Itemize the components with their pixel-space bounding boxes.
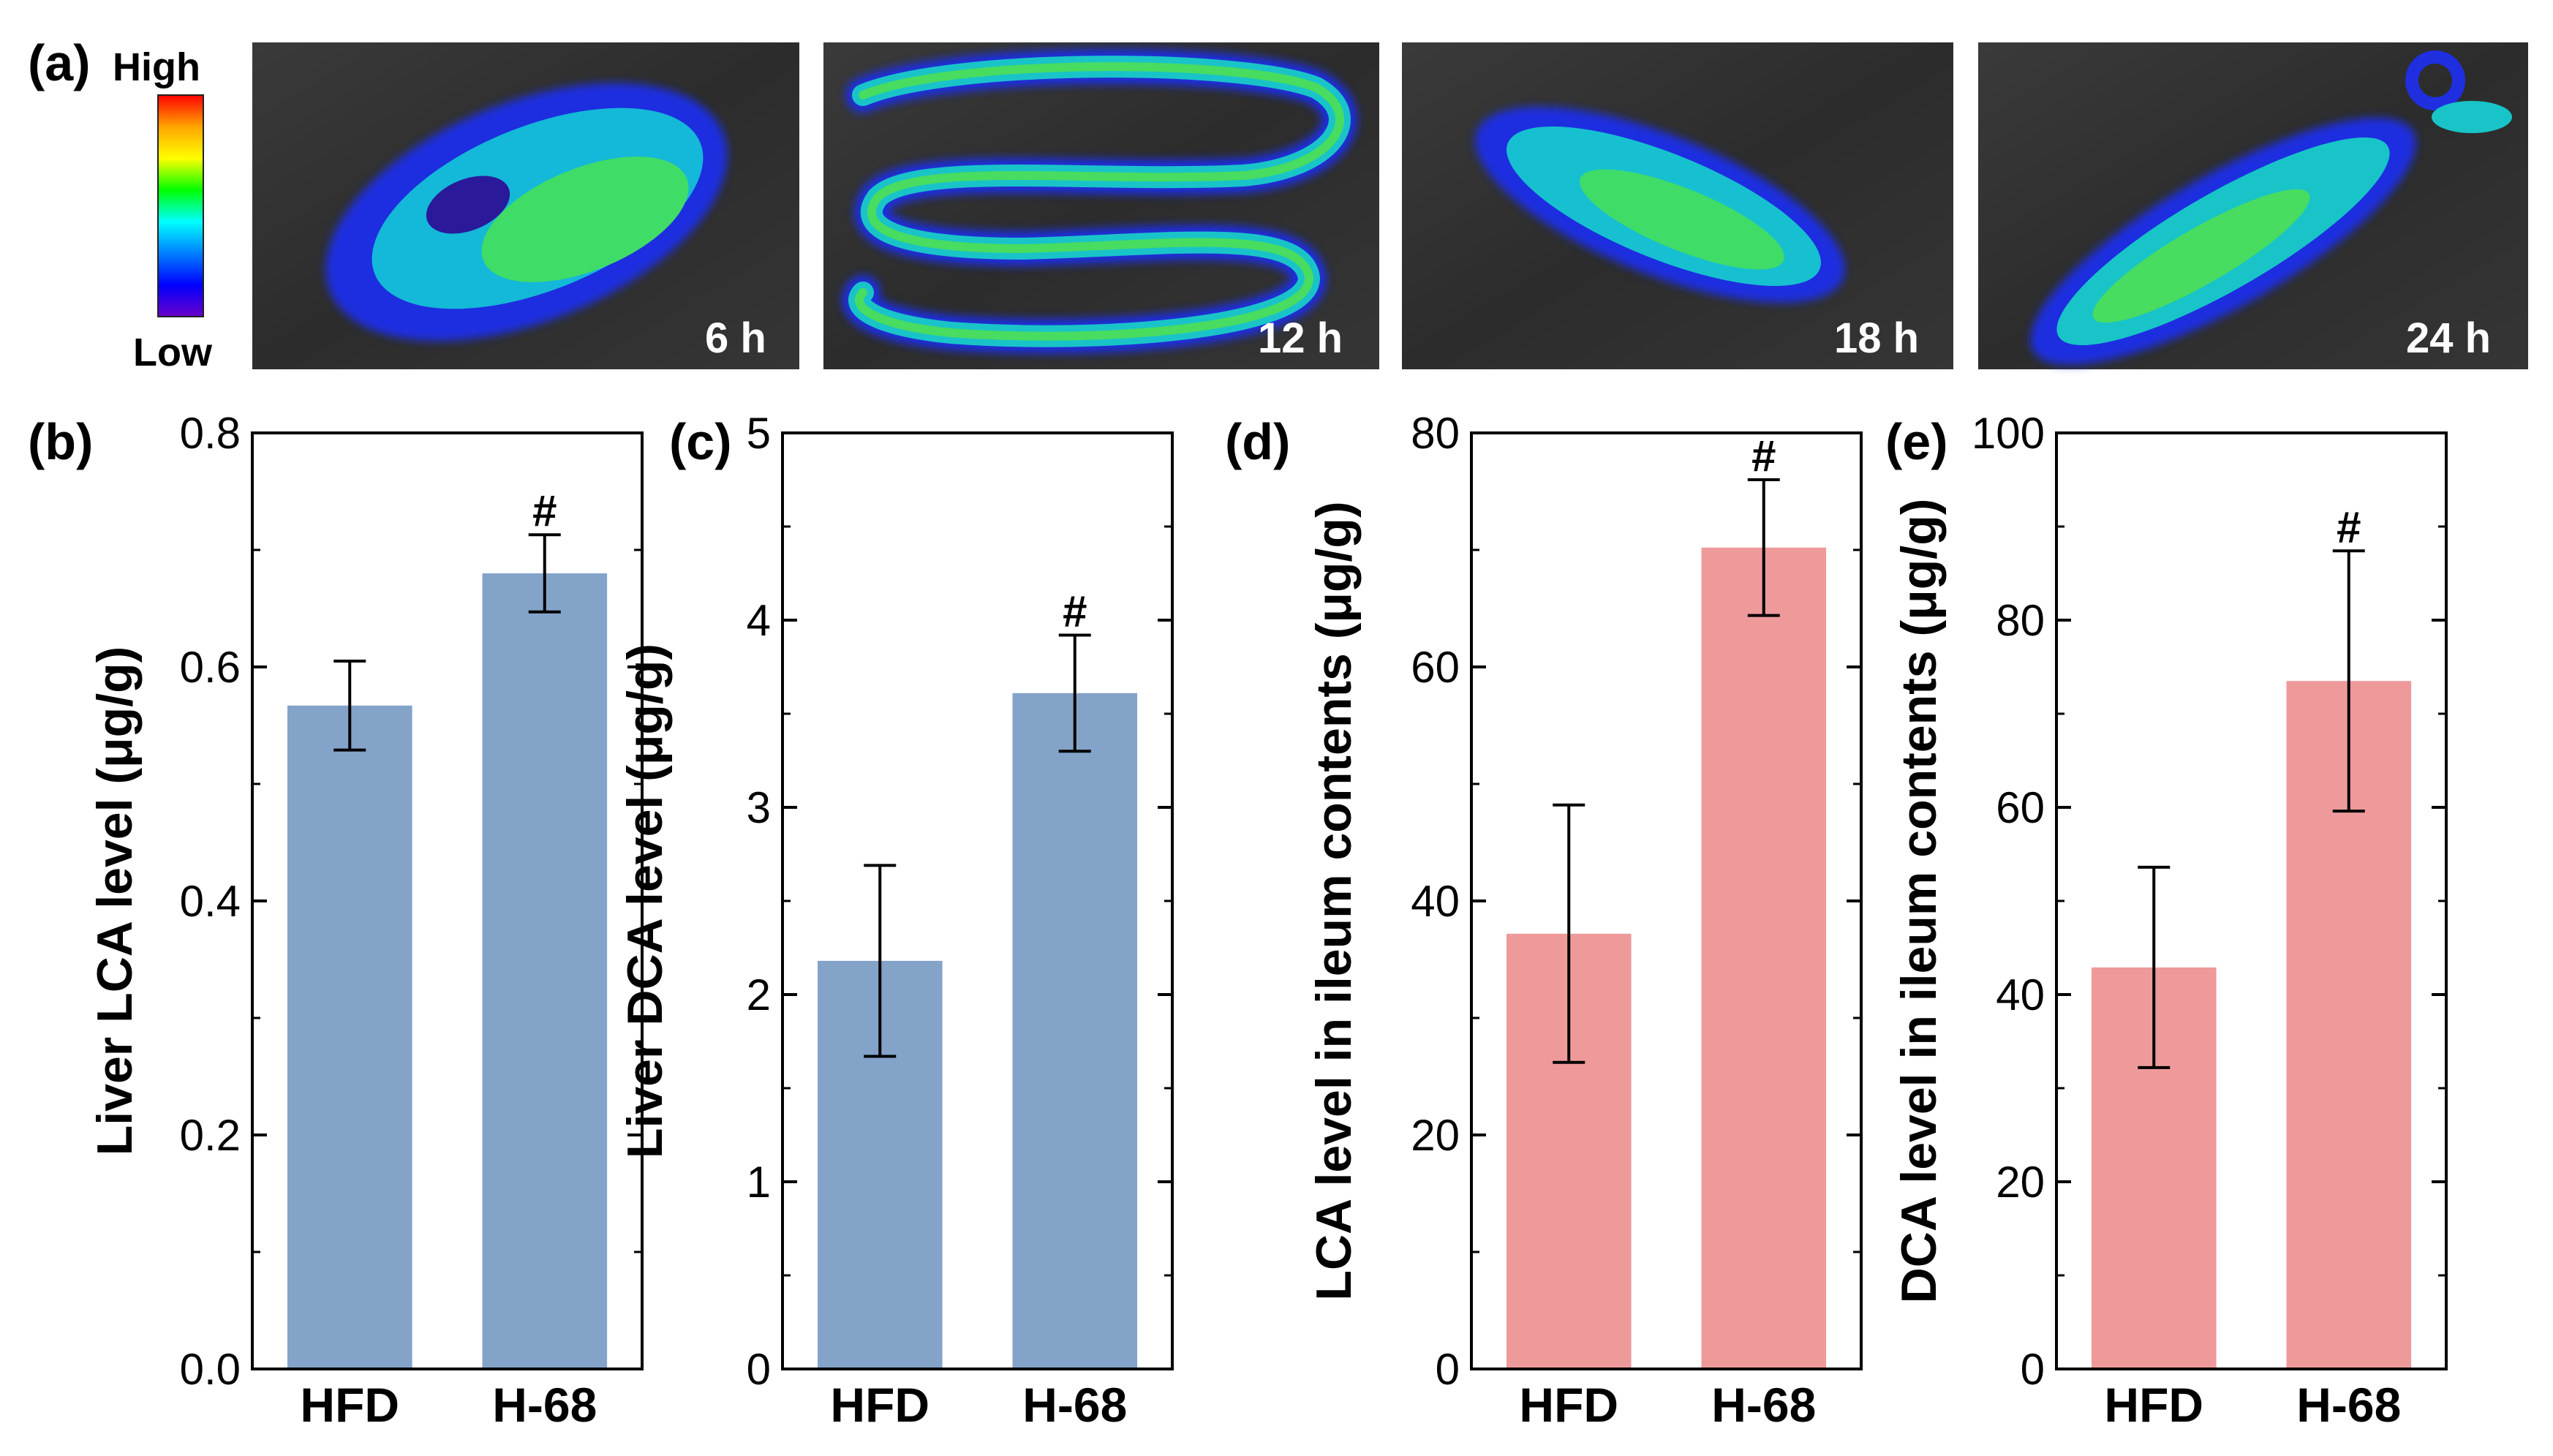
y-tick-label: 80 — [1411, 409, 1460, 458]
y-axis-label: LCA level in ileum contents (μg/g) — [1306, 501, 1362, 1300]
significance-mark: # — [2337, 502, 2361, 551]
panel-a-imaging: (a) High Low 6 h 12 h — [28, 34, 2528, 374]
category-label: H-68 — [1711, 1378, 1816, 1432]
y-tick-label: 20 — [1411, 1111, 1460, 1160]
category-label: H-68 — [2296, 1378, 2401, 1432]
panel-b-chart: (b) HFD # H-68 0.0 0.2 0.4 0.6 0.8 Liver LCA leve… — [28, 409, 644, 1432]
panel-letter-a: (a) — [28, 34, 91, 91]
error-bar — [333, 660, 366, 752]
y-axis-label: Liver DCA level (μg/g) — [617, 644, 673, 1158]
y-tick-label: 60 — [1411, 643, 1460, 692]
category-label: HFD — [830, 1378, 929, 1432]
y-tick-label: 20 — [1996, 1158, 2045, 1207]
significance-mark: # — [1751, 431, 1776, 480]
y-tick-label: 0 — [747, 1345, 771, 1394]
imaging-panel-18h: 18 h — [1402, 42, 1953, 369]
category-label: HFD — [2104, 1378, 2203, 1432]
imaging-panel-6h: 6 h — [252, 42, 799, 369]
time-label-18h: 18 h — [1834, 314, 1919, 362]
bar-hfd — [287, 705, 412, 1369]
error-bar — [1747, 478, 1780, 617]
error-bar — [864, 864, 897, 1058]
y-tick-label: 0.0 — [180, 1345, 241, 1394]
y-tick-label: 40 — [1996, 970, 2045, 1019]
colorbar-low-label: Low — [133, 331, 213, 374]
category-label: H-68 — [1022, 1378, 1127, 1432]
imaging-panel-12h: 12 h — [823, 42, 1379, 369]
y-tick-label: 3 — [747, 783, 771, 832]
intestine-signal — [2030, 50, 2512, 366]
panel-letter: (e) — [1885, 413, 1948, 470]
error-bar — [2332, 549, 2365, 813]
error-bar — [528, 533, 561, 614]
panel-letter: (d) — [1225, 413, 1290, 470]
y-tick-label: 80 — [1996, 596, 2045, 645]
panel-c-chart: (c) HFD # H-68 0 1 2 3 4 5 Liver DCA level (μg/g) — [617, 409, 1174, 1432]
time-label-12h: 12 h — [1258, 314, 1343, 362]
colorbar: High Low — [113, 45, 213, 374]
bar-h-68 — [1701, 547, 1827, 1369]
y-tick-label: 2 — [747, 970, 771, 1019]
panel-e-chart: (e) HFD # H-68 0 20 40 60 80 100 DCA level in ileu… — [1885, 409, 2448, 1432]
colorbar-high-label: High — [113, 45, 200, 89]
y-tick-label: 100 — [1972, 409, 2045, 458]
y-tick-label: 0 — [1436, 1345, 1460, 1394]
imaging-panel-24h: 24 h — [1978, 42, 2528, 369]
y-tick-label: 4 — [747, 596, 771, 645]
y-tick-label: 0.8 — [180, 409, 241, 458]
y-tick-label: 40 — [1411, 877, 1460, 926]
error-bar — [2138, 865, 2171, 1069]
significance-mark: # — [532, 486, 557, 535]
intestine-signal — [1475, 106, 1845, 303]
y-axis-label: DCA level in ileum contents (μg/g) — [1891, 499, 1947, 1304]
y-tick-label: 0.4 — [180, 877, 241, 926]
significance-mark: # — [1063, 586, 1087, 635]
time-label-6h: 6 h — [705, 314, 766, 362]
y-tick-label: 0.2 — [180, 1111, 241, 1160]
intestine-signal — [842, 49, 1357, 354]
error-bar — [1058, 633, 1091, 753]
panel-letter: (b) — [28, 413, 93, 470]
panel-d-chart: (d) HFD # H-68 0 20 40 60 80 LCA level in ileum c… — [1225, 409, 1863, 1432]
y-axis-label: Liver LCA level (μg/g) — [87, 646, 143, 1156]
colorbar-gradient — [157, 94, 204, 317]
y-tick-label: 5 — [747, 409, 771, 458]
y-tick-label: 0.6 — [180, 643, 241, 692]
y-tick-label: 1 — [747, 1158, 771, 1207]
category-label: HFD — [1519, 1378, 1618, 1432]
bar-h-68 — [1012, 693, 1138, 1369]
error-bar — [1553, 803, 1585, 1064]
y-tick-label: 60 — [1996, 783, 2045, 832]
bar-h-68 — [482, 573, 608, 1369]
intestine-signal — [325, 83, 728, 342]
category-label: H-68 — [492, 1378, 597, 1432]
time-label-24h: 24 h — [2406, 314, 2491, 362]
y-tick-label: 0 — [2021, 1345, 2045, 1394]
panel-letter: (c) — [669, 413, 732, 470]
category-label: HFD — [300, 1378, 399, 1432]
